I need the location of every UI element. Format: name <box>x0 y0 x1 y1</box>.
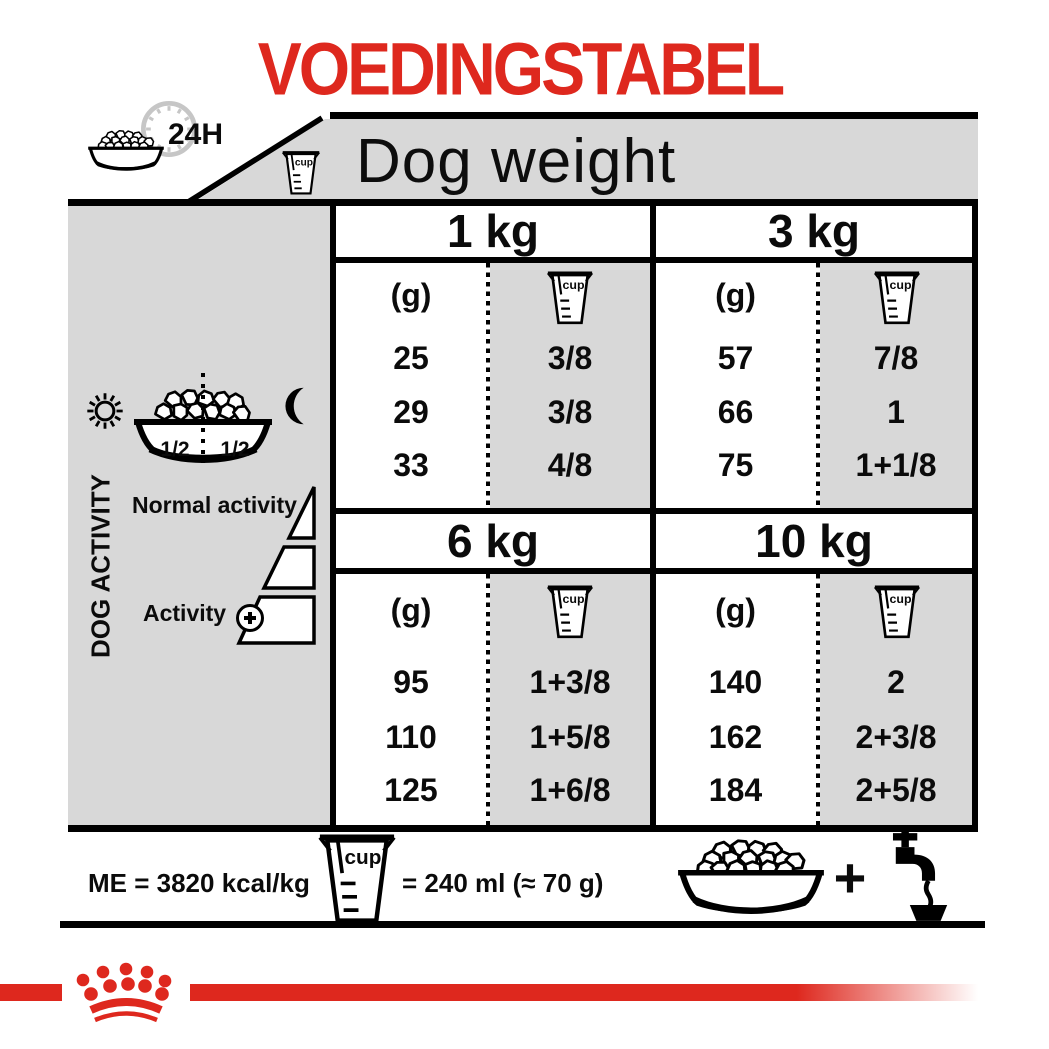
cell-grams: 184 <box>708 772 763 808</box>
activity-label: Activity <box>143 600 227 626</box>
cup-icon-label: cup <box>890 278 912 292</box>
table-left-border <box>330 199 336 831</box>
measuring-cup-icon: cup <box>547 585 593 639</box>
cup-icon-label: cup <box>295 158 313 169</box>
cell-grams: 75 <box>717 447 754 483</box>
dog-activity-panel <box>68 206 330 825</box>
row-border-2 <box>330 508 978 514</box>
cell-grams: 95 <box>393 664 429 700</box>
dog-weight-title: Dog weight <box>356 127 677 196</box>
cell-cups: 7/8 <box>873 340 919 376</box>
dotted-divider-3kg <box>816 263 820 508</box>
sun-icon <box>87 393 123 429</box>
cell-cups: 1+5/8 <box>529 719 611 755</box>
dog-activity-vertical-label: DOG ACTIVITY <box>85 474 116 658</box>
cell-grams: 110 <box>385 719 437 755</box>
table-mid-border <box>650 199 656 831</box>
cell-grams: 125 <box>384 772 438 808</box>
cup-icon-label: cup <box>344 846 381 869</box>
half-right-label: 1/2 <box>220 438 249 461</box>
measuring-cup-icon: cup <box>282 151 320 195</box>
cell-grams: 66 <box>717 394 754 430</box>
red-stripe-left <box>0 984 62 1001</box>
cell-cups: 2+5/8 <box>855 772 937 808</box>
activity-triangle-icon <box>236 486 316 645</box>
cup-icon-label: cup <box>563 278 585 292</box>
measuring-cup-icon: cup <box>547 271 593 325</box>
measuring-cup-icon: cup <box>318 834 396 923</box>
dotted-divider-6kg <box>486 574 490 825</box>
header-top-border <box>330 112 978 119</box>
kibble-bowl-icon <box>678 835 824 914</box>
cell-grams: 33 <box>393 447 429 483</box>
cell-grams: 57 <box>717 340 754 376</box>
cup-equivalence-label: = 240 ml (≈ 70 g) <box>402 868 604 898</box>
kibble-bowl-icon <box>88 127 164 171</box>
cell-cups: 1+1/8 <box>855 447 937 483</box>
page-title: VOEDINGSTABEL <box>257 27 785 110</box>
diagonal-divider <box>183 115 324 207</box>
grams-header-10kg: (g) <box>715 592 756 628</box>
row-border-3 <box>330 568 978 574</box>
red-stripe-right <box>190 984 978 1001</box>
cell-cups: 4/8 <box>547 447 593 483</box>
table-bottom-border <box>68 825 978 832</box>
cup-icon-label: cup <box>890 592 912 606</box>
energy-label: ME = 3820 kcal/kg <box>88 868 310 898</box>
weight-header-10kg: 10 kg <box>755 515 873 567</box>
normal-activity-label: Normal activity <box>132 492 297 518</box>
cup-icon-label: cup <box>563 592 585 606</box>
row-border-1 <box>330 257 978 263</box>
half-left-label: 1/2 <box>160 438 189 461</box>
cell-cups: 1+3/8 <box>529 664 611 700</box>
cell-cups: 2+3/8 <box>855 719 937 755</box>
cell-cups: 2 <box>887 664 905 700</box>
plus-circle-icon <box>236 604 264 632</box>
weight-header-3kg: 3 kg <box>767 205 861 257</box>
footer-bottom-border <box>60 921 985 928</box>
measuring-cup-icon: cup <box>874 585 920 639</box>
dotted-divider-1kg <box>486 263 490 508</box>
weight-header-6kg: 6 kg <box>446 515 540 567</box>
header-bottom-border <box>68 199 978 206</box>
grams-header-6kg: (g) <box>390 592 432 628</box>
plus-sign: + <box>833 846 867 909</box>
water-tap-icon <box>892 826 948 927</box>
cell-cups: 1 <box>887 394 905 430</box>
moon-icon <box>285 387 304 425</box>
cell-grams: 29 <box>393 394 429 430</box>
weight-header-1kg: 1 kg <box>446 205 540 257</box>
table-right-border <box>972 199 978 831</box>
measuring-cup-icon: cup <box>874 271 920 325</box>
dog-weight-band <box>188 119 978 206</box>
crown-logo <box>76 962 172 1023</box>
cell-grams: 25 <box>393 340 429 376</box>
cell-cups: 1+6/8 <box>529 772 611 808</box>
cell-grams: 162 <box>708 719 763 755</box>
grams-header-3kg: (g) <box>715 277 756 313</box>
cell-cups: 3/8 <box>547 340 593 376</box>
cell-grams: 140 <box>708 664 763 700</box>
grams-header-1kg: (g) <box>390 277 432 313</box>
cell-cups: 3/8 <box>547 394 593 430</box>
half-portions-bowl-icon: 1/2 1/2 <box>134 373 272 463</box>
dotted-divider-10kg <box>816 574 820 825</box>
duration-badge: 24H <box>168 118 224 151</box>
